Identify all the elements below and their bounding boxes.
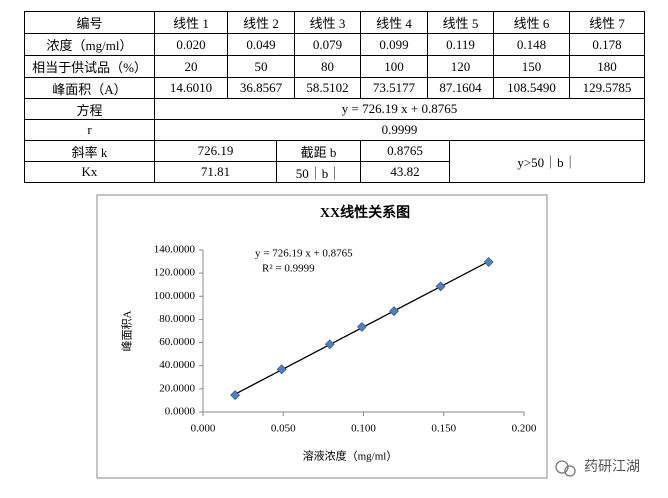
y-tick-label: 140.0000 — [154, 244, 196, 256]
table-cell: 43.82 — [360, 161, 450, 183]
data-point — [324, 339, 335, 350]
x-axis-label: 溶液浓度（mg/ml） — [303, 449, 398, 463]
x-tick-label: 0.100 — [351, 423, 376, 435]
y-tick-label: 100.0000 — [154, 290, 196, 302]
y-tick-label: 60.0000 — [159, 336, 195, 348]
y-axis-label: 峰面积A — [121, 310, 134, 351]
x-tick-label: 0.050 — [271, 423, 296, 435]
y-tick-label: 80.0000 — [159, 313, 195, 325]
x-tick-label: 0.150 — [431, 423, 456, 435]
y-tick-label: 40.0000 — [159, 359, 195, 371]
data-point — [230, 390, 241, 401]
data-point — [276, 364, 287, 375]
chart-border — [96, 194, 548, 479]
y-tick-label: 20.0000 — [159, 382, 195, 394]
watermark-icon — [555, 460, 576, 477]
y-tick-label: 120.0000 — [154, 267, 196, 279]
chart-title: XX线性关系图 — [320, 204, 410, 221]
data-point — [435, 281, 446, 292]
watermark: 药研江湖 — [584, 459, 640, 475]
data-point — [389, 306, 399, 317]
x-tick-label: 0.000 — [191, 423, 216, 435]
y-tick-label: 0.0000 — [165, 406, 196, 418]
data-point — [483, 257, 494, 267]
r-squared-label: R² = 0.9999 — [262, 263, 315, 275]
equation-label: y = 726.19 x + 0.8765 — [255, 248, 353, 260]
x-tick-label: 0.200 — [512, 423, 537, 435]
data-point — [356, 322, 367, 332]
